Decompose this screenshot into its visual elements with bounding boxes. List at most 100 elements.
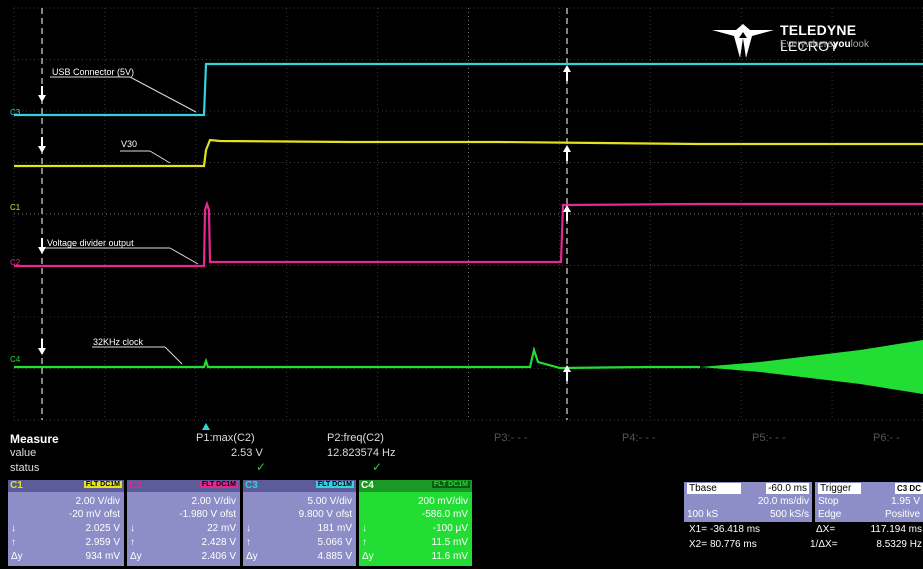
cursor-x2-value: 80.776 ms <box>710 539 757 550</box>
channel-panel-c3[interactable]: C3 FLT DC1M 5.00 V/div 9.800 V ofst ↓ 18… <box>243 480 356 566</box>
channel-panel-c1[interactable]: C1 FLT DC1M 2.00 V/div -20 mV ofst ↓ 2.0… <box>8 480 124 566</box>
trigger-level: 1.95 V <box>891 496 920 507</box>
trace-c2-divider <box>14 200 923 268</box>
logo-tag-post: look <box>850 39 869 50</box>
c1-cursor1-symbol: ↓ <box>11 523 16 534</box>
c4-delta-value: 11.6 mV <box>431 551 469 562</box>
c2-delta-symbol: Δy <box>130 551 142 562</box>
c2-delta-value: 2.406 V <box>201 551 236 562</box>
c2-cursor2-value: 2.428 V <box>201 537 236 548</box>
channel-marker-c1[interactable]: C1 <box>10 203 21 212</box>
trace-c4-clock-burst <box>700 340 923 394</box>
cursor-x1-label: X1= <box>689 524 708 535</box>
channel-panel-c4-id: C4 <box>361 480 374 491</box>
c3-delta-value: 4.885 V <box>317 551 352 562</box>
p5-name[interactable]: P5:- - - <box>752 432 786 444</box>
waveform-display[interactable] <box>0 0 923 430</box>
measure-value-row-label: value <box>10 447 37 459</box>
c1-cursor1-value: 2.025 V <box>85 523 120 534</box>
trigger-label: Trigger <box>818 483 862 494</box>
timebase-tdiv: 20.0 ms/div <box>757 496 809 507</box>
trigger-source: C3 DC <box>894 483 923 494</box>
channel-marker-c4[interactable]: C4 <box>10 355 21 364</box>
cursor-x2-label: X2= <box>689 539 708 550</box>
p1-status-check-icon: ✓ <box>256 460 267 474</box>
p2-name[interactable]: P2:freq(C2) <box>327 432 384 444</box>
c3-cursor2-symbol: ↑ <box>246 537 251 548</box>
c2-cursor1-symbol: ↓ <box>130 523 135 534</box>
p4-name[interactable]: P4:- - - <box>622 432 656 444</box>
cursor-readout[interactable]: X1= -36.418 ms ΔX= 117.194 ms X2= 80.776… <box>684 522 923 558</box>
logo-name-bold: TELEDYNE <box>780 22 857 38</box>
c1-delta-value: 934 mV <box>85 551 120 562</box>
channel-panel-c4-flags: FLT DC1M <box>431 481 470 488</box>
channel-panel-c1-id: C1 <box>10 480 23 491</box>
timebase-samples: 100 kS <box>687 509 719 520</box>
trace-label-divider: Voltage divider output <box>47 238 134 248</box>
trigger-position-marker <box>202 423 210 430</box>
channel-panel-c3-id: C3 <box>245 480 258 491</box>
c3-vdiv: 5.00 V/div <box>307 496 352 507</box>
trigger-slope: Positive <box>884 509 920 520</box>
measure-title[interactable]: Measure <box>10 432 59 446</box>
c2-offset: -1.980 V ofst <box>179 509 236 520</box>
c4-cursor1-symbol: ↓ <box>362 523 367 534</box>
c2-vdiv: 2.00 V/div <box>191 496 236 507</box>
c1-delta-symbol: Δy <box>11 551 23 562</box>
p1-value: 2.53 V <box>231 447 263 459</box>
c4-cursor2-symbol: ↑ <box>362 537 367 548</box>
logo-tag-pre: Everywhere <box>780 39 833 50</box>
c3-cursor2-value: 5.066 V <box>317 537 352 548</box>
measure-area: Measure value status P1:max(C2) 2.53 V ✓… <box>0 430 923 480</box>
trigger-type: Edge <box>818 509 842 520</box>
p2-value: 12.823574 Hz <box>327 447 396 459</box>
channel-panel-c2-flags: FLT DC1M <box>199 481 238 488</box>
c3-offset: 9.800 V ofst <box>298 509 352 520</box>
p6-name[interactable]: P6:- - <box>873 432 900 444</box>
channel-panel-c3-flags: FLT DC1M <box>315 481 354 488</box>
channel-panel-c1-flags: FLT DC1M <box>83 481 122 488</box>
p3-name[interactable]: P3:- - - <box>494 432 528 444</box>
channel-marker-c2[interactable]: C2 <box>10 258 21 267</box>
cursor-inv-label: 1/ΔX= <box>810 539 838 550</box>
c1-vdiv: 2.00 V/div <box>75 496 120 507</box>
logo-name-thin: LECROY <box>780 38 839 54</box>
channel-panel-c2[interactable]: C2 FLT DC1M 2.00 V/div -1.980 V ofst ↓ 2… <box>127 480 240 566</box>
cursor-inv-value: 8.5329 Hz <box>876 539 922 550</box>
c4-vdiv: 200 mV/div <box>417 496 468 507</box>
timebase-delay: -60.0 ms <box>766 483 809 494</box>
p2-status-check-icon: ✓ <box>372 460 383 474</box>
cursor-dx-value: 117.194 ms <box>870 524 922 535</box>
trace-label-v30: V30 <box>121 139 138 149</box>
c3-cursor1-value: 181 mV <box>317 523 352 534</box>
trace-c3-usb <box>14 62 923 117</box>
cursor-x1-value: -36.418 ms <box>710 524 761 535</box>
measure-status-row-label: status <box>10 462 40 474</box>
timebase-rate: 500 kS/s <box>770 509 809 520</box>
c3-cursor1-symbol: ↓ <box>246 523 251 534</box>
c3-delta-symbol: Δy <box>246 551 258 562</box>
c4-cursor2-value: 11.5 mV <box>431 537 469 548</box>
trace-label-clock: 32KHz clock <box>93 337 144 347</box>
cursor-dx-label: ΔX= <box>816 524 836 535</box>
c4-cursor1-value: -100 μV <box>432 523 468 534</box>
c2-cursor2-symbol: ↑ <box>130 537 135 548</box>
timebase-label: Tbase <box>687 483 741 494</box>
cursor-markers <box>38 65 571 381</box>
c1-offset: -20 mV ofst <box>68 509 120 520</box>
c4-delta-symbol: Δy <box>362 551 374 562</box>
c4-offset: -586.0 mV <box>421 509 468 520</box>
c2-cursor1-value: 22 mV <box>207 523 236 534</box>
teledyne-logo-icon <box>712 24 774 58</box>
channel-marker-c3[interactable]: C3 <box>10 108 21 117</box>
c1-cursor2-value: 2.959 V <box>85 537 120 548</box>
p1-name[interactable]: P1:max(C2) <box>196 432 255 444</box>
trace-c4-clock <box>14 345 700 370</box>
trace-c1-v30 <box>14 138 923 168</box>
channel-panel-c2-id: C2 <box>129 480 142 491</box>
channel-panel-c4[interactable]: C4 FLT DC1M 200 mV/div -586.0 mV ↓ -100 … <box>359 480 472 566</box>
trigger-mode: Stop <box>818 496 839 507</box>
c1-cursor2-symbol: ↑ <box>11 537 16 548</box>
logo-tag-bold: you <box>832 39 851 50</box>
